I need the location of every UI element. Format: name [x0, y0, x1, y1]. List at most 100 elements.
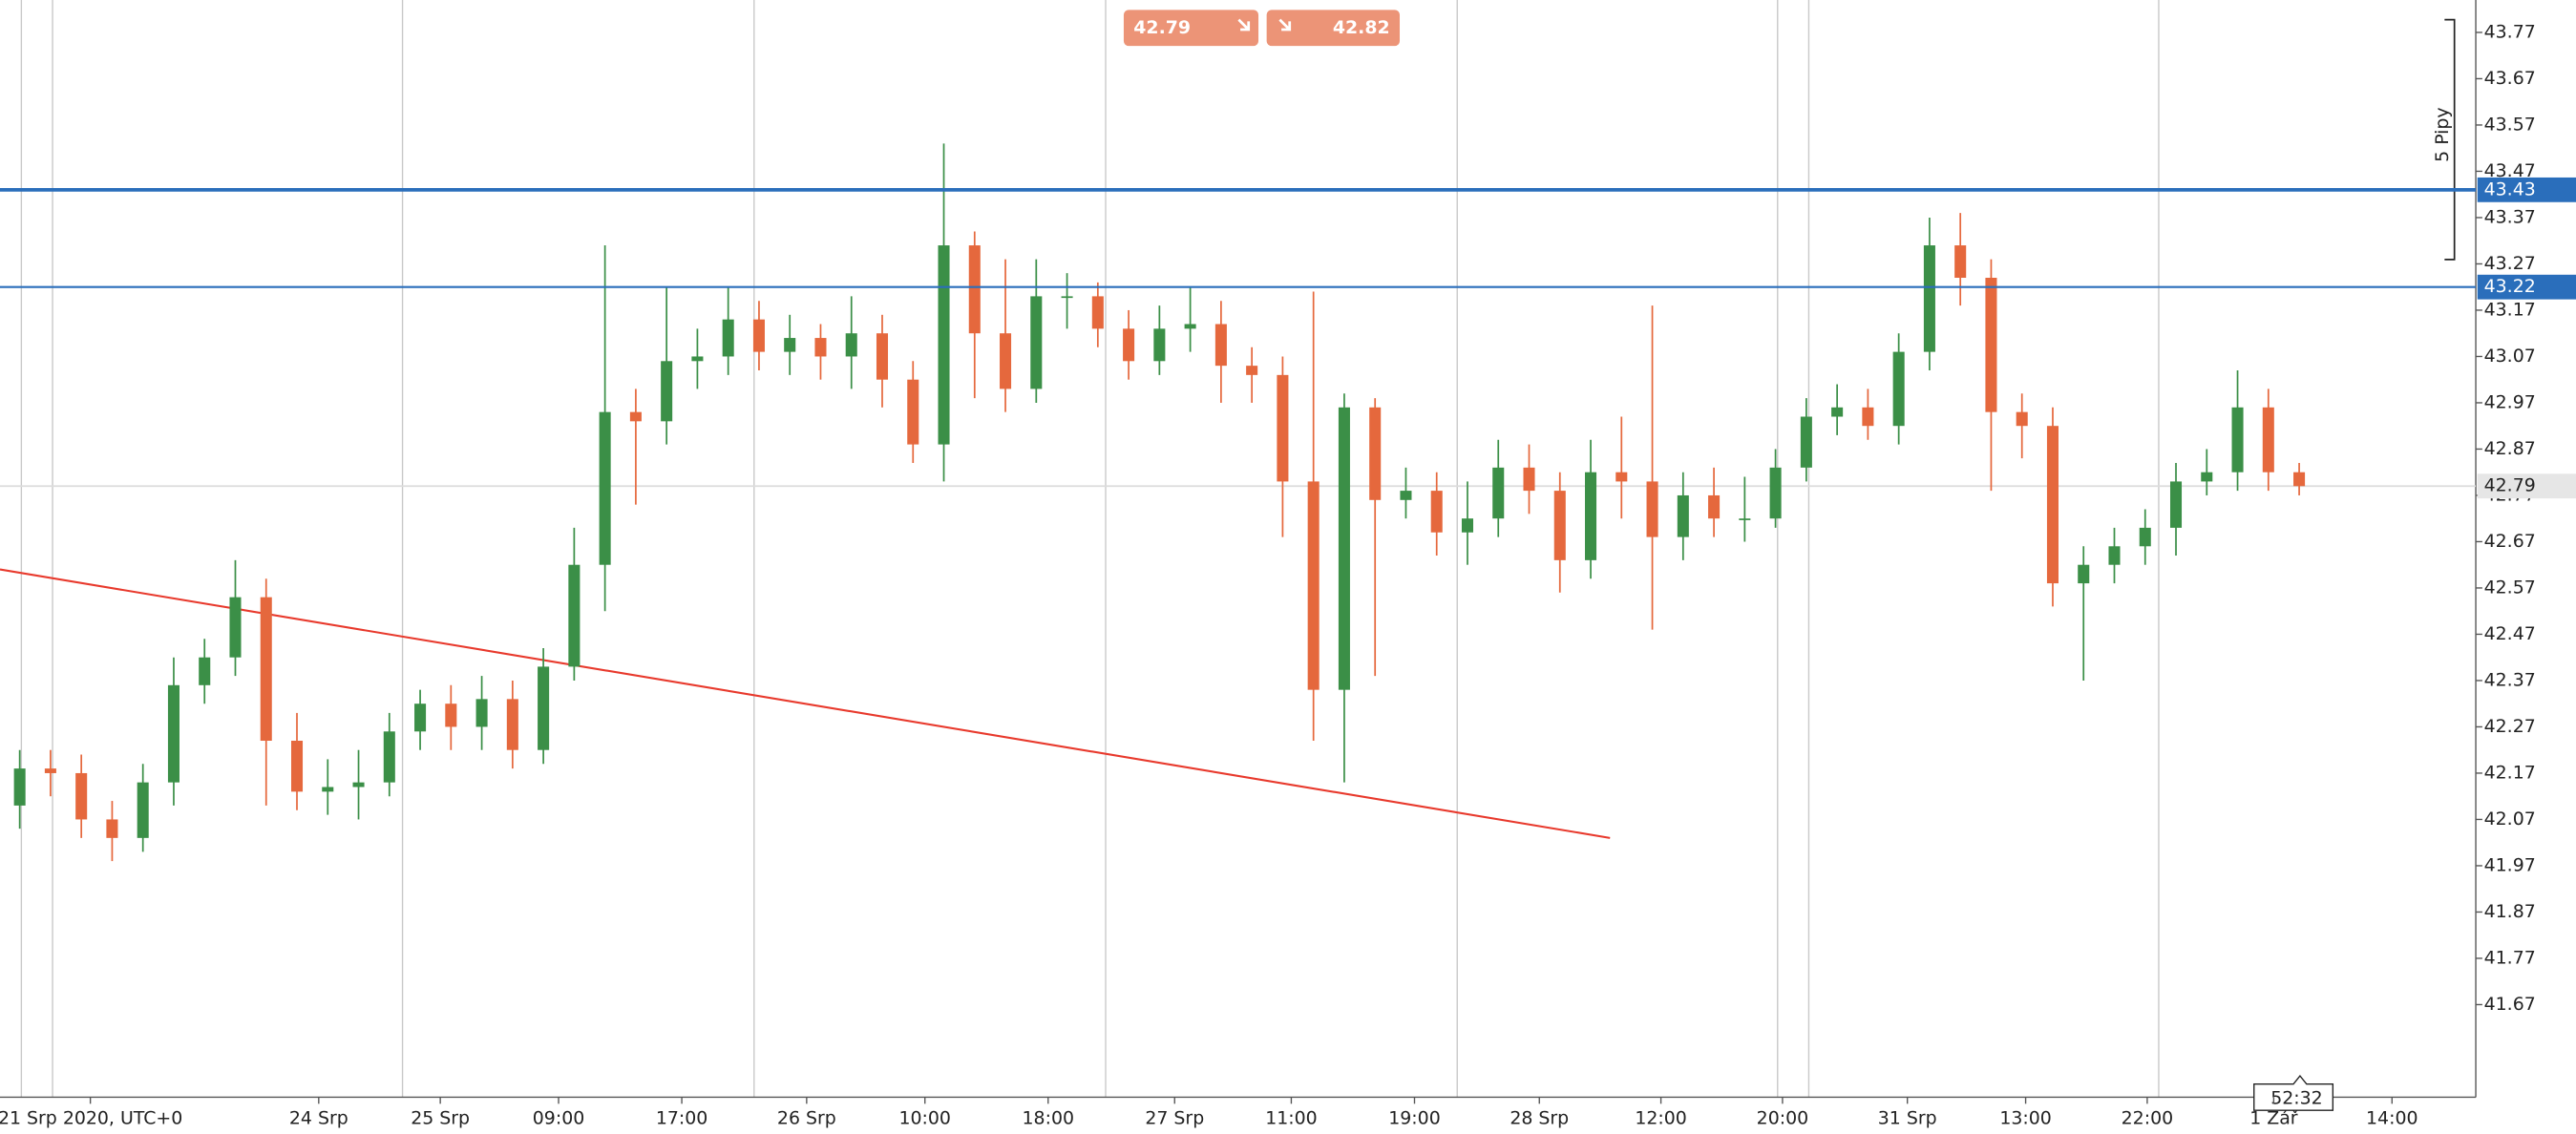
x-tick-label: 11:00 [1265, 1107, 1317, 1128]
candle-body [1246, 366, 1258, 375]
x-tick-label: 10:00 [898, 1107, 950, 1128]
candle-body [1923, 245, 1935, 352]
sell-button[interactable] [1123, 10, 1259, 47]
y-tick-label: 42.47 [2484, 623, 2536, 644]
candle-body [1369, 407, 1382, 500]
y-tick-label: 41.97 [2484, 854, 2536, 875]
y-tick-label: 41.77 [2484, 947, 2536, 968]
y-tick-label: 43.67 [2484, 68, 2536, 89]
candle-body [938, 245, 950, 445]
x-tick-label: 20:00 [1757, 1107, 1808, 1128]
y-tick-label: 42.97 [2484, 391, 2536, 412]
buy-button[interactable] [1266, 10, 1401, 47]
pip-bracket [2444, 18, 2456, 261]
candle-body [1954, 245, 1967, 279]
current-price-box [2477, 473, 2576, 499]
candle-body [1430, 491, 1443, 533]
candle-body [1831, 407, 1844, 417]
candle-body [2046, 426, 2059, 584]
y-tick-label: 43.47 [2484, 160, 2536, 181]
x-tick-label: 14:00 [2366, 1107, 2418, 1128]
date-separators [20, 0, 2160, 1098]
candle-body [322, 787, 334, 792]
candle-body [137, 782, 149, 838]
candles [13, 143, 2306, 862]
price-line-label-box [2477, 177, 2576, 202]
candle-body [290, 741, 304, 792]
y-tick-label: 43.07 [2484, 346, 2536, 367]
candle-body [1985, 278, 1997, 412]
candle-body [383, 731, 395, 783]
candle-body [629, 411, 642, 422]
candle-body [1030, 296, 1043, 389]
x-tick-label: 12:00 [1635, 1107, 1686, 1128]
x-tick-label: 26 Srp [777, 1107, 836, 1128]
candle-body [1461, 518, 1474, 533]
candle-body [538, 666, 550, 750]
candle-body [75, 772, 88, 820]
y-tick-label: 42.87 [2484, 438, 2536, 459]
candle-body [1800, 416, 1812, 468]
y-tick-label: 43.37 [2484, 206, 2536, 227]
candle-body [2078, 564, 2090, 584]
candle-body [722, 319, 734, 357]
candle-body [968, 245, 981, 334]
x-tick-label: 09:00 [533, 1107, 584, 1128]
candle-body [1400, 491, 1412, 500]
x-tick-label: 17:00 [656, 1107, 707, 1128]
candle-body [260, 597, 272, 742]
candle-body [1184, 324, 1196, 329]
candle-body [1123, 328, 1135, 362]
price-line-label-box [2477, 274, 2576, 300]
candle-body [1153, 328, 1166, 362]
candle-body [1677, 494, 1689, 537]
x-tick-label: 19:00 [1388, 1107, 1440, 1128]
candle-body [1615, 472, 1628, 482]
candle-body [1091, 296, 1104, 329]
candle-body [1862, 407, 1874, 427]
price-line-label: 43.22 [2484, 276, 2536, 297]
candle-body [229, 597, 242, 658]
y-tick-label: 43.17 [2484, 299, 2536, 320]
y-tick-label: 42.37 [2484, 669, 2536, 690]
candle-body [506, 699, 518, 750]
candle-body [1892, 351, 1905, 427]
y-tick-label: 42.67 [2484, 531, 2536, 552]
candle-body [2139, 527, 2151, 547]
candle-body [167, 684, 179, 783]
x-tick-label: 31 Srp [1878, 1107, 1937, 1128]
x-tick-label: 1 Zář [2249, 1107, 2298, 1128]
candle-body [1585, 472, 1597, 560]
buy-arrow [1278, 18, 1292, 32]
candle-body [475, 699, 488, 727]
y-tick-label: 43.77 [2484, 21, 2536, 42]
y-tick-label: 42.27 [2484, 716, 2536, 737]
candle-body [414, 704, 427, 732]
x-tick-label: 13:00 [1999, 1107, 2051, 1128]
y-tick-label: 43.27 [2484, 253, 2536, 274]
sell-arrow [1237, 18, 1251, 32]
x-tick-label: 21 Srp 2020, UTC+0 [0, 1107, 182, 1128]
y-tick-label: 42.57 [2484, 577, 2536, 598]
candle-body [1523, 467, 1535, 492]
candle-body [1061, 296, 1073, 299]
candle-body [1492, 467, 1505, 519]
y-tick-label: 43.57 [2484, 114, 2536, 135]
timer: 52:32 [2270, 1088, 2322, 1109]
candle-body [2201, 472, 2213, 482]
candle-body [1307, 481, 1320, 690]
candle-body [2016, 411, 2028, 427]
price-line-label: 43.43 [2484, 178, 2536, 200]
candle-body [599, 411, 611, 565]
candle-body [876, 333, 889, 380]
buy-price[interactable]: 42.82 [1333, 17, 1390, 38]
candle-body [106, 819, 118, 838]
y-tick-label: 42.17 [2484, 762, 2536, 783]
y-tick-label: 42.07 [2484, 808, 2536, 830]
x-tick-label: 22:00 [2122, 1107, 2173, 1128]
bracket-label: 5 Pipy [2432, 107, 2453, 161]
sell-price[interactable]: 42.79 [1133, 17, 1191, 38]
candle-body [1214, 324, 1227, 367]
candle-body [1553, 491, 1566, 560]
